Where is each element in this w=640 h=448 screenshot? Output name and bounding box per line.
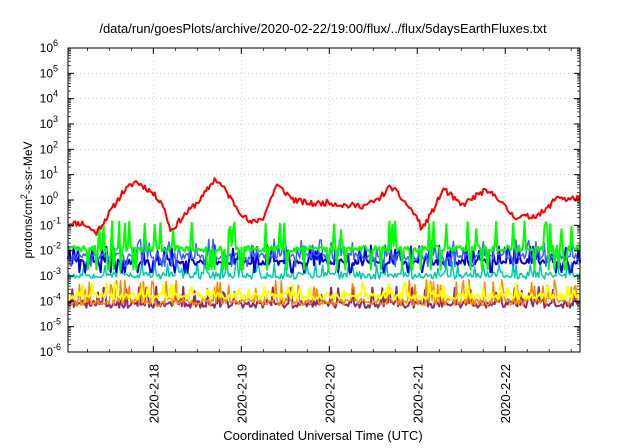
y-tick-exponent: -3 <box>53 266 61 276</box>
y-tick-label: 10 <box>40 320 54 334</box>
y-tick-exponent: -2 <box>53 241 61 251</box>
y-tick-exponent: -6 <box>53 342 61 352</box>
y-tick-label: 10 <box>40 92 54 106</box>
x-tick-label: 2020-2-18 <box>146 364 161 423</box>
y-tick-base: 10 <box>40 41 54 55</box>
y-tick-base: 10 <box>40 218 54 232</box>
y-axis-label-exponent: 2 <box>19 194 29 199</box>
y-tick-label: 10 <box>40 244 54 258</box>
y-tick-label: 10 <box>40 66 54 80</box>
y-tick-label: 10 <box>40 41 54 55</box>
x-tick-label: 2020-2-20 <box>322 364 337 423</box>
y-tick-exponent: -1 <box>53 215 61 225</box>
y-tick-base: 10 <box>40 142 54 156</box>
y-tick-exponent: 0 <box>53 190 58 200</box>
y-tick-base: 10 <box>40 269 54 283</box>
y-tick-label: 10 <box>40 117 54 131</box>
y-tick-exponent: 6 <box>53 38 58 48</box>
y-tick-exponent: -4 <box>53 291 61 301</box>
chart-title: /data/run/goesPlots/archive/2020-02-22/1… <box>99 21 547 36</box>
y-tick-base: 10 <box>40 244 54 258</box>
y-tick-exponent: 2 <box>53 139 58 149</box>
series-line <box>67 220 581 271</box>
y-tick-label: 10 <box>40 218 54 232</box>
y-tick-exponent: 5 <box>53 63 58 73</box>
y-tick-base: 10 <box>40 117 54 131</box>
y-tick-exponent: 4 <box>53 89 58 99</box>
series-line <box>67 278 581 307</box>
y-tick-exponent: 1 <box>53 165 58 175</box>
x-axis-ticks: 2020-2-18 2020-2-19 2020-2-20 2020-2-21 2020… <box>87 48 572 423</box>
y-axis-ticks: 10 -610 -510 -410 -310 -210 -110 010 110 210 310 41… <box>40 38 580 359</box>
y-tick-label: 10 <box>40 345 54 359</box>
y-tick-base: 10 <box>40 320 54 334</box>
y-axis-label-units: protons/cm <box>21 199 35 258</box>
y-tick-label: 10 <box>40 269 54 283</box>
y-tick-base: 10 <box>40 168 54 182</box>
x-tick-label: 2020-2-22 <box>498 364 513 423</box>
y-tick-base: 10 <box>40 294 54 308</box>
y-tick-label: 10 <box>40 294 54 308</box>
y-tick-exponent: -5 <box>53 317 61 327</box>
y-axis-label-rest: -s-sr-MeV <box>21 141 35 194</box>
y-tick-label: 10 <box>40 168 54 182</box>
y-tick-base: 10 <box>40 66 54 80</box>
y-tick-base: 10 <box>40 92 54 106</box>
data-series <box>67 177 581 309</box>
x-tick-label: 2020-2-21 <box>410 364 425 423</box>
x-axis-label: Coordinated Universal Time (UTC) <box>223 428 422 443</box>
series-line <box>67 260 581 280</box>
series-line <box>67 281 581 301</box>
y-tick-base: 10 <box>40 193 54 207</box>
y-tick-base: 10 <box>40 345 54 359</box>
y-tick-label: 10 <box>40 193 54 207</box>
y-tick-label: 10 <box>40 142 54 156</box>
y-axis-label: protons/cm2-s-sr-MeV <box>19 141 35 258</box>
series-line <box>67 177 581 236</box>
y-tick-exponent: 3 <box>53 114 58 124</box>
x-tick-label: 2020-2-19 <box>234 364 249 423</box>
